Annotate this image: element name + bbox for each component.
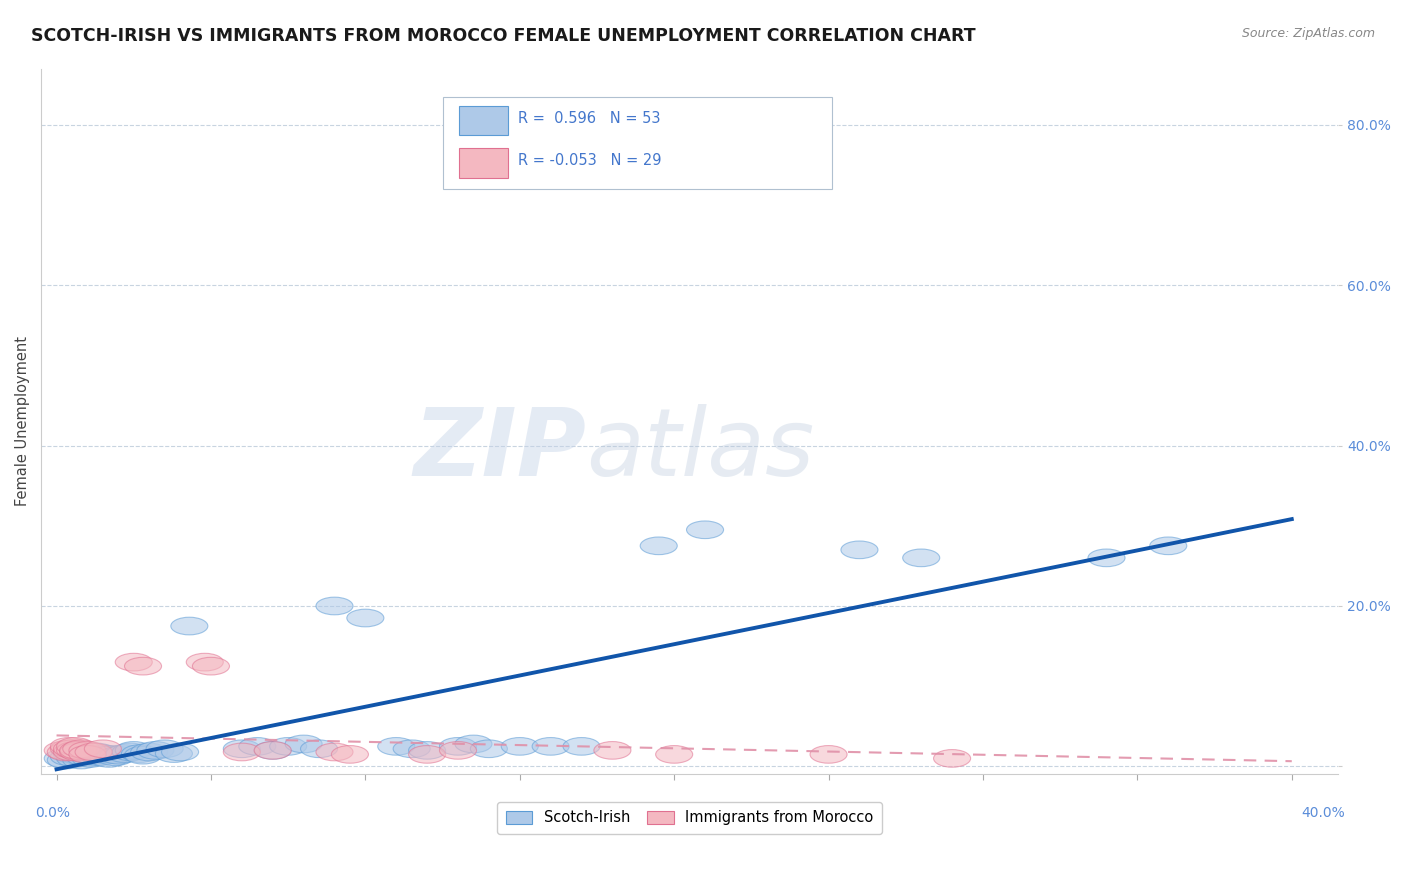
Ellipse shape	[409, 746, 446, 764]
Ellipse shape	[239, 738, 276, 756]
Ellipse shape	[105, 745, 143, 763]
Text: atlas: atlas	[586, 404, 814, 495]
Text: Source: ZipAtlas.com: Source: ZipAtlas.com	[1241, 27, 1375, 40]
Ellipse shape	[562, 738, 600, 756]
Ellipse shape	[66, 748, 103, 765]
Ellipse shape	[56, 741, 94, 759]
Ellipse shape	[53, 743, 90, 761]
Ellipse shape	[640, 537, 678, 555]
Ellipse shape	[332, 746, 368, 764]
Ellipse shape	[79, 743, 115, 761]
Ellipse shape	[378, 738, 415, 756]
Ellipse shape	[63, 751, 100, 769]
Ellipse shape	[84, 745, 121, 763]
Ellipse shape	[121, 745, 159, 763]
Ellipse shape	[44, 741, 82, 759]
Ellipse shape	[112, 743, 149, 761]
Ellipse shape	[53, 740, 90, 757]
Ellipse shape	[97, 748, 134, 765]
Ellipse shape	[224, 743, 260, 761]
Ellipse shape	[115, 741, 152, 759]
Ellipse shape	[471, 740, 508, 757]
Ellipse shape	[63, 740, 100, 757]
Ellipse shape	[270, 738, 307, 756]
Ellipse shape	[531, 738, 569, 756]
Ellipse shape	[84, 740, 121, 757]
Ellipse shape	[75, 747, 112, 764]
Ellipse shape	[456, 735, 492, 753]
Ellipse shape	[162, 743, 198, 761]
Ellipse shape	[655, 746, 693, 764]
Ellipse shape	[69, 741, 105, 759]
Ellipse shape	[48, 743, 84, 761]
Ellipse shape	[82, 748, 118, 765]
Ellipse shape	[146, 740, 183, 757]
Ellipse shape	[440, 741, 477, 759]
Ellipse shape	[934, 749, 970, 767]
Ellipse shape	[285, 735, 322, 753]
Ellipse shape	[593, 741, 631, 759]
Text: R = -0.053   N = 29: R = -0.053 N = 29	[519, 153, 662, 169]
Ellipse shape	[90, 749, 128, 767]
Ellipse shape	[224, 740, 260, 757]
FancyBboxPatch shape	[458, 106, 508, 136]
Ellipse shape	[316, 743, 353, 761]
Ellipse shape	[56, 738, 94, 756]
Ellipse shape	[59, 743, 97, 761]
Text: SCOTCH-IRISH VS IMMIGRANTS FROM MOROCCO FEMALE UNEMPLOYMENT CORRELATION CHART: SCOTCH-IRISH VS IMMIGRANTS FROM MOROCCO …	[31, 27, 976, 45]
Ellipse shape	[75, 743, 112, 761]
Ellipse shape	[810, 746, 846, 764]
Ellipse shape	[347, 609, 384, 627]
Ellipse shape	[301, 740, 337, 757]
Ellipse shape	[501, 738, 538, 756]
Ellipse shape	[394, 740, 430, 757]
Ellipse shape	[156, 745, 193, 763]
Ellipse shape	[69, 746, 105, 764]
Ellipse shape	[136, 741, 174, 759]
FancyBboxPatch shape	[443, 96, 832, 188]
Ellipse shape	[186, 653, 224, 671]
Ellipse shape	[1088, 549, 1125, 566]
FancyBboxPatch shape	[458, 148, 508, 178]
Ellipse shape	[56, 749, 94, 767]
Y-axis label: Female Unemployment: Female Unemployment	[15, 336, 30, 507]
Ellipse shape	[1150, 537, 1187, 555]
Ellipse shape	[125, 747, 162, 764]
Ellipse shape	[440, 738, 477, 756]
Ellipse shape	[254, 741, 291, 759]
Ellipse shape	[903, 549, 939, 566]
Text: 40.0%: 40.0%	[1301, 805, 1344, 820]
Ellipse shape	[59, 747, 97, 764]
Ellipse shape	[94, 746, 131, 764]
Ellipse shape	[100, 747, 136, 764]
Legend: Scotch-Irish, Immigrants from Morocco: Scotch-Irish, Immigrants from Morocco	[496, 802, 883, 834]
Ellipse shape	[44, 749, 82, 767]
Text: R =  0.596   N = 53: R = 0.596 N = 53	[519, 112, 661, 127]
Ellipse shape	[686, 521, 724, 539]
Ellipse shape	[316, 597, 353, 615]
Text: ZIP: ZIP	[413, 404, 586, 496]
Ellipse shape	[170, 617, 208, 635]
Ellipse shape	[125, 657, 162, 675]
Ellipse shape	[87, 747, 125, 764]
Ellipse shape	[48, 751, 84, 769]
Ellipse shape	[115, 653, 152, 671]
Ellipse shape	[131, 743, 167, 761]
Ellipse shape	[72, 749, 110, 767]
Ellipse shape	[254, 741, 291, 759]
Ellipse shape	[193, 657, 229, 675]
Ellipse shape	[841, 541, 877, 558]
Ellipse shape	[51, 740, 87, 757]
Ellipse shape	[51, 738, 87, 756]
Text: 0.0%: 0.0%	[35, 805, 70, 820]
Ellipse shape	[51, 748, 87, 765]
Ellipse shape	[59, 741, 97, 759]
Ellipse shape	[69, 746, 105, 764]
Ellipse shape	[409, 741, 446, 759]
Ellipse shape	[53, 746, 90, 764]
